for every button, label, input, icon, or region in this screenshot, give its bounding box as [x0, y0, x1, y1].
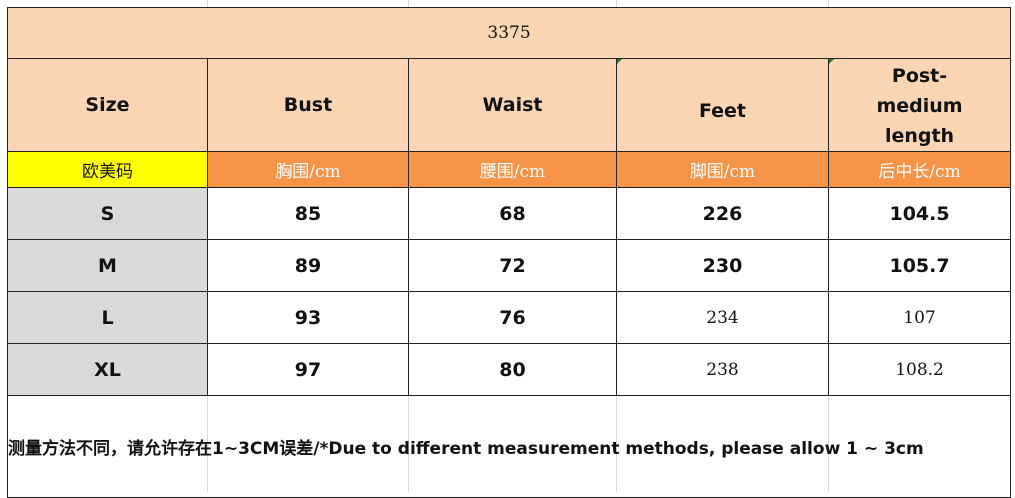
cell-size[interactable]: M: [7, 239, 208, 292]
header-feet[interactable]: Feet: [616, 58, 829, 152]
cell-size[interactable]: L: [7, 291, 208, 344]
unit-waist[interactable]: 腰围/cm: [408, 151, 617, 188]
cell-bust[interactable]: 85: [207, 187, 409, 240]
size-chart-table: 3375 Size Bust Waist Feet Post-medium le…: [6, 7, 1012, 498]
table-row: XL 97 80 238 108.2: [7, 343, 1012, 396]
cell-bust[interactable]: 93: [207, 291, 409, 344]
unit-feet[interactable]: 脚围/cm: [616, 151, 829, 188]
header-waist[interactable]: Waist: [408, 58, 617, 152]
header-size[interactable]: Size: [7, 58, 208, 152]
cell-feet[interactable]: 234: [616, 291, 829, 344]
table-row: L 93 76 234 107: [7, 291, 1012, 344]
unit-size[interactable]: 欧美码: [7, 151, 208, 188]
cell-waist[interactable]: 68: [408, 187, 617, 240]
cell-feet[interactable]: 230: [616, 239, 829, 292]
measurement-note: 测量方法不同，请允许存在1~3CM误差/*Due to different me…: [8, 439, 924, 459]
cell-feet[interactable]: 226: [616, 187, 829, 240]
cell-feet[interactable]: 238: [616, 343, 829, 396]
note-cell[interactable]: 测量方法不同，请允许存在1~3CM误差/*Due to different me…: [6, 395, 1012, 498]
table-title[interactable]: 3375: [6, 7, 1012, 59]
cell-size[interactable]: S: [7, 187, 208, 240]
table-row: M 89 72 230 105.7: [7, 239, 1012, 292]
cell-length[interactable]: 108.2: [827, 343, 1012, 396]
cell-size[interactable]: XL: [7, 343, 208, 396]
comment-marker-icon: [617, 59, 622, 64]
cell-length[interactable]: 104.5: [827, 187, 1012, 240]
unit-bust[interactable]: 胸围/cm: [207, 151, 409, 188]
unit-length[interactable]: 后中长/cm: [827, 151, 1012, 188]
comment-marker-icon: [829, 59, 834, 64]
table-row: S 85 68 226 104.5: [7, 187, 1012, 240]
cell-waist[interactable]: 76: [408, 291, 617, 344]
cell-bust[interactable]: 89: [207, 239, 409, 292]
header-length[interactable]: Post-medium length: [827, 58, 1012, 152]
cell-length[interactable]: 105.7: [827, 239, 1012, 292]
header-bust[interactable]: Bust: [207, 58, 409, 152]
cell-waist[interactable]: 72: [408, 239, 617, 292]
cell-bust[interactable]: 97: [207, 343, 409, 396]
cell-length[interactable]: 107: [827, 291, 1012, 344]
cell-waist[interactable]: 80: [408, 343, 617, 396]
